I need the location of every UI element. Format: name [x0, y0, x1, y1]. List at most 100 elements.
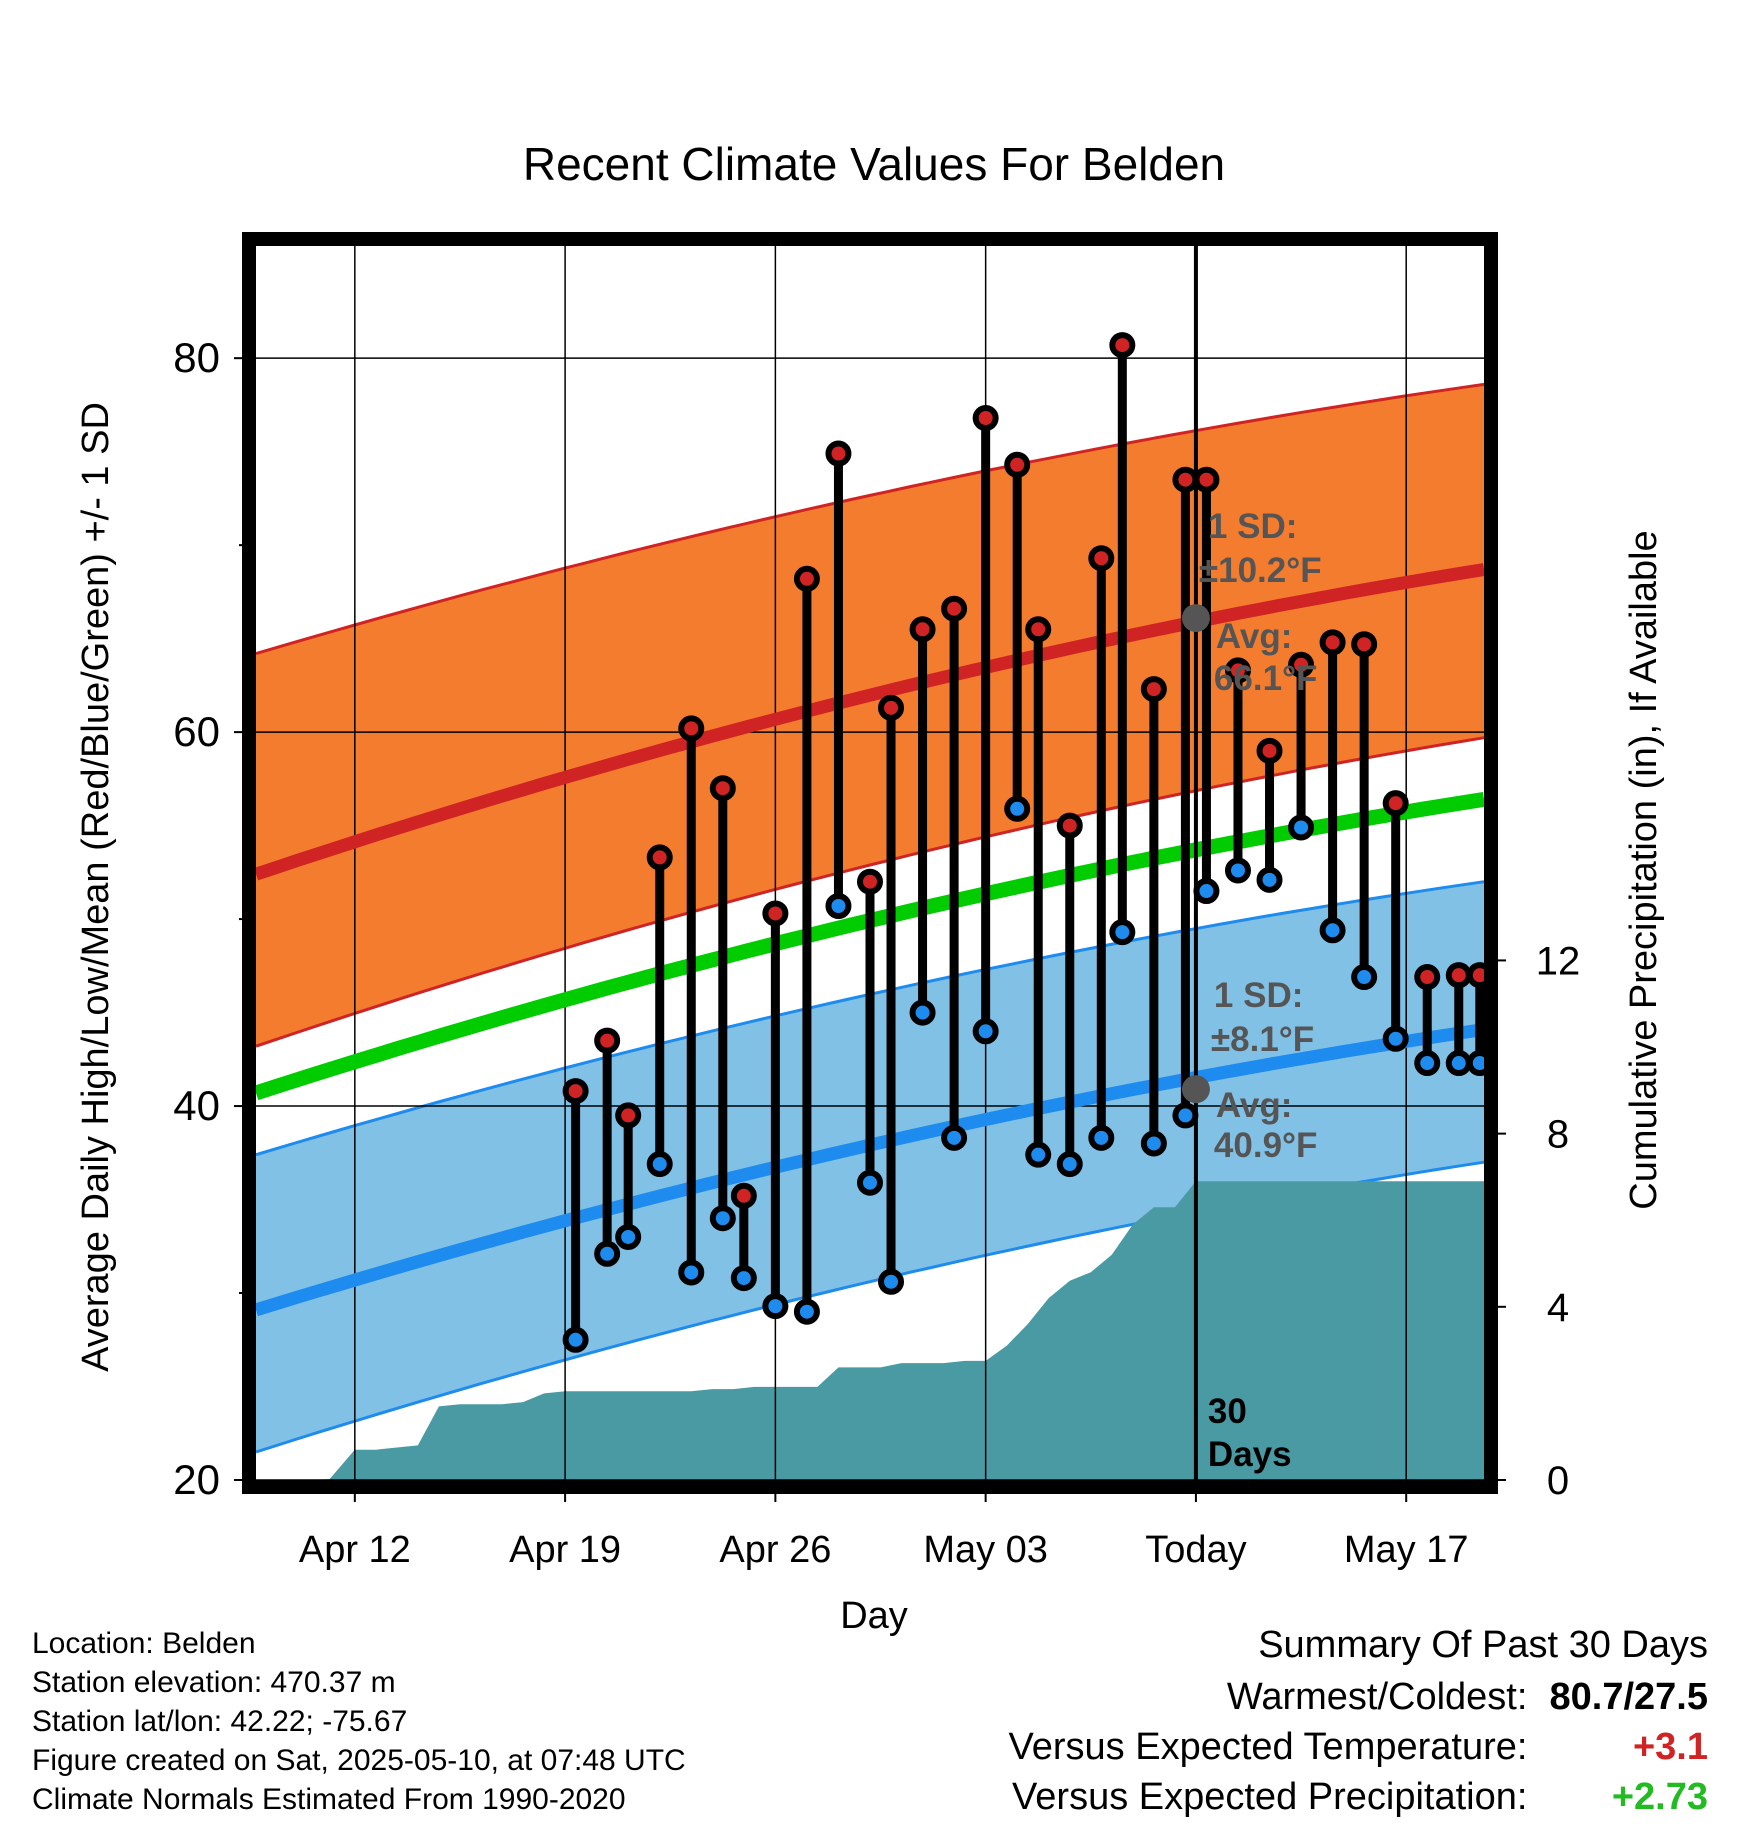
summary-title: Summary Of Past 30 Days: [1258, 1624, 1708, 1666]
normal-high-line: [253, 563, 1486, 881]
low-point: [1088, 1124, 1115, 1151]
created-text: Figure created on Sat, 2025-05-10, at 07…: [32, 1744, 686, 1777]
station-info: Location: Belden Station elevation: 470.…: [32, 1624, 686, 1819]
x-tick-label: Apr 26: [719, 1529, 831, 1571]
high-sd-band: [256, 384, 1484, 1047]
high-point: [1172, 466, 1199, 493]
low-point: [1256, 866, 1283, 893]
low-point: [1382, 1025, 1409, 1052]
x-tick-label: Today: [1145, 1529, 1246, 1571]
low-point: [1172, 1102, 1199, 1129]
low-point: [1319, 917, 1346, 944]
x-axis-label: Day: [840, 1595, 908, 1637]
low-point: [972, 1018, 999, 1045]
high-point: [562, 1078, 589, 1105]
low-point: [941, 1124, 968, 1151]
y-left-tick-label: 80: [173, 334, 220, 381]
normals-text: Climate Normals Estimated From 1990-2020: [32, 1783, 626, 1816]
low-point: [615, 1223, 642, 1250]
low-point: [594, 1240, 621, 1267]
high-point: [615, 1102, 642, 1129]
high-point: [1445, 962, 1472, 989]
y-right-tick-label: 4: [1547, 1286, 1569, 1330]
y-right-axis-label: Cumulative Precipitation (in), If Availa…: [1623, 530, 1665, 1209]
high-point: [1025, 616, 1052, 643]
low-point: [1109, 919, 1136, 946]
high-point: [1224, 657, 1251, 684]
high-point: [857, 868, 883, 895]
high-point: [762, 900, 789, 927]
low-avg-marker: [1181, 1075, 1210, 1104]
high-point: [709, 775, 736, 802]
low-point: [1193, 878, 1220, 905]
low-point: [646, 1151, 673, 1178]
high-point: [1193, 466, 1220, 493]
y-left-tick-label: 60: [173, 708, 220, 755]
y-right-tick-label: 8: [1547, 1113, 1569, 1157]
low-point: [1056, 1151, 1083, 1178]
high-point: [909, 616, 936, 643]
high-point: [1056, 812, 1083, 839]
latlon-text: Station lat/lon: 42.22; -75.67: [32, 1705, 408, 1738]
low-point: [1025, 1141, 1052, 1168]
low-point: [909, 999, 936, 1026]
plot-frame: [242, 232, 1498, 1494]
elevation-text: Station elevation: 470.37 m: [32, 1666, 396, 1699]
days-count-label: 30: [1208, 1392, 1247, 1431]
high-point: [1109, 332, 1136, 359]
summary-panel: Summary Of Past 30 Days Warmest/Coldest:…: [1009, 1620, 1708, 1822]
x-tick-label: May 17: [1344, 1529, 1469, 1571]
low-point: [1351, 964, 1378, 991]
high-point: [972, 405, 999, 432]
low-point: [878, 1268, 905, 1295]
temp-label: Versus Expected Temperature:: [1008, 1726, 1528, 1768]
low-point: [562, 1326, 589, 1353]
high-point: [646, 844, 673, 871]
high-point: [678, 715, 705, 742]
precip-value: +2.73: [1611, 1776, 1708, 1818]
high-point: [730, 1182, 757, 1209]
high-point: [1004, 451, 1031, 478]
low-sd-value: ±8.1°F: [1211, 1020, 1314, 1059]
low-point: [1004, 795, 1031, 822]
high-point: [1414, 964, 1441, 991]
low-point: [857, 1169, 883, 1196]
y-left-tick-label: 20: [173, 1456, 220, 1503]
low-point: [762, 1293, 789, 1320]
high-point: [594, 1027, 621, 1054]
warmest-value: 80.7/27.5: [1549, 1676, 1708, 1718]
low-point: [1414, 1050, 1441, 1077]
low-point: [678, 1259, 705, 1286]
high-point: [1256, 737, 1283, 764]
high-sd-lower-edge: [255, 736, 1485, 1048]
high-point: [825, 440, 852, 467]
high-avg-value: 66.1°F: [1214, 659, 1318, 698]
high-sd-upper-edge: [255, 382, 1485, 656]
low-point: [825, 893, 852, 920]
y-right-tick-label: 0: [1547, 1459, 1569, 1503]
low-point: [1445, 1050, 1472, 1077]
warmest-label: Warmest/Coldest:: [1226, 1676, 1528, 1718]
high-point: [1088, 545, 1115, 572]
low-point: [1288, 814, 1315, 841]
chart-title: Recent Climate Values For Belden: [523, 138, 1225, 190]
days-unit-label: Days: [1208, 1435, 1292, 1474]
temp-value: +3.1: [1632, 1726, 1708, 1768]
precip-area: [256, 1181, 1484, 1480]
low-point: [709, 1205, 736, 1232]
y-right-tick-label: 12: [1536, 939, 1581, 983]
low-point: [1224, 857, 1251, 884]
precip-label: Versus Expected Precipitation:: [1012, 1776, 1528, 1818]
axes: Apr 12 Apr 19 Apr 26 May 03 Today May 17 Day 20…: [75, 334, 1665, 1637]
high-point: [1140, 676, 1167, 703]
summary-warmest-row: Warmest/Coldest: 80.7/27.5: [1009, 1672, 1708, 1722]
low-sd-label: 1 SD:: [1214, 976, 1303, 1015]
high-sd-value: ±10.2°F: [1199, 551, 1322, 590]
x-tick-label: Apr 19: [509, 1529, 621, 1571]
precip-area-fill: [256, 1181, 1484, 1480]
high-point: [1382, 790, 1409, 817]
low-avg-label: Avg:: [1216, 1086, 1292, 1125]
location-text: Location: Belden: [32, 1627, 256, 1660]
